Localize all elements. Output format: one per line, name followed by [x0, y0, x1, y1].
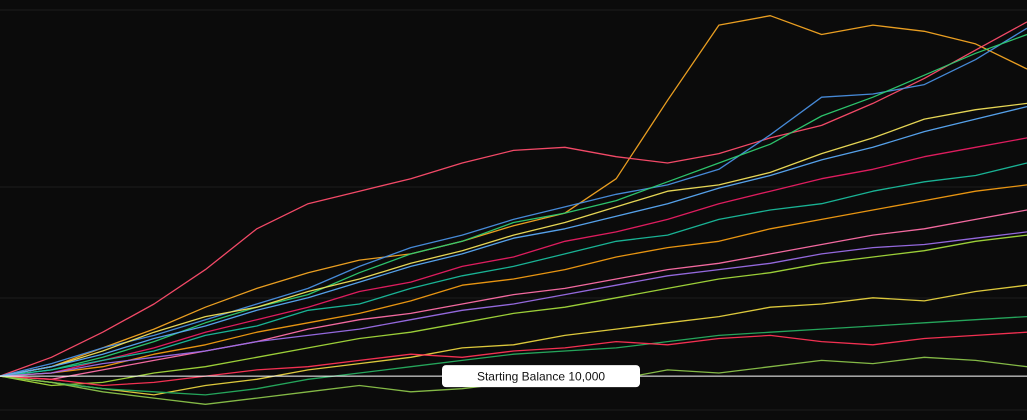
- series-line: [0, 15, 1027, 377]
- reference: Starting Balance 10,000: [0, 365, 1027, 388]
- series-line: [0, 27, 1027, 377]
- series-line: [0, 162, 1027, 377]
- series-line: [0, 315, 1027, 396]
- series-line: [0, 234, 1027, 387]
- series-line: [0, 105, 1027, 377]
- grid: [0, 9, 1027, 411]
- series-line: [0, 284, 1027, 396]
- series-line: [0, 102, 1027, 377]
- lines: [0, 15, 1027, 405]
- series-line: [0, 137, 1027, 377]
- series-line: [0, 331, 1027, 387]
- series-line: [0, 231, 1027, 377]
- series-line: [0, 184, 1027, 377]
- series-line: [0, 33, 1027, 377]
- reference-label: Starting Balance 10,000: [477, 369, 605, 383]
- series-line: [0, 21, 1027, 377]
- series-line: [0, 209, 1027, 380]
- reference-label-box: [442, 365, 640, 388]
